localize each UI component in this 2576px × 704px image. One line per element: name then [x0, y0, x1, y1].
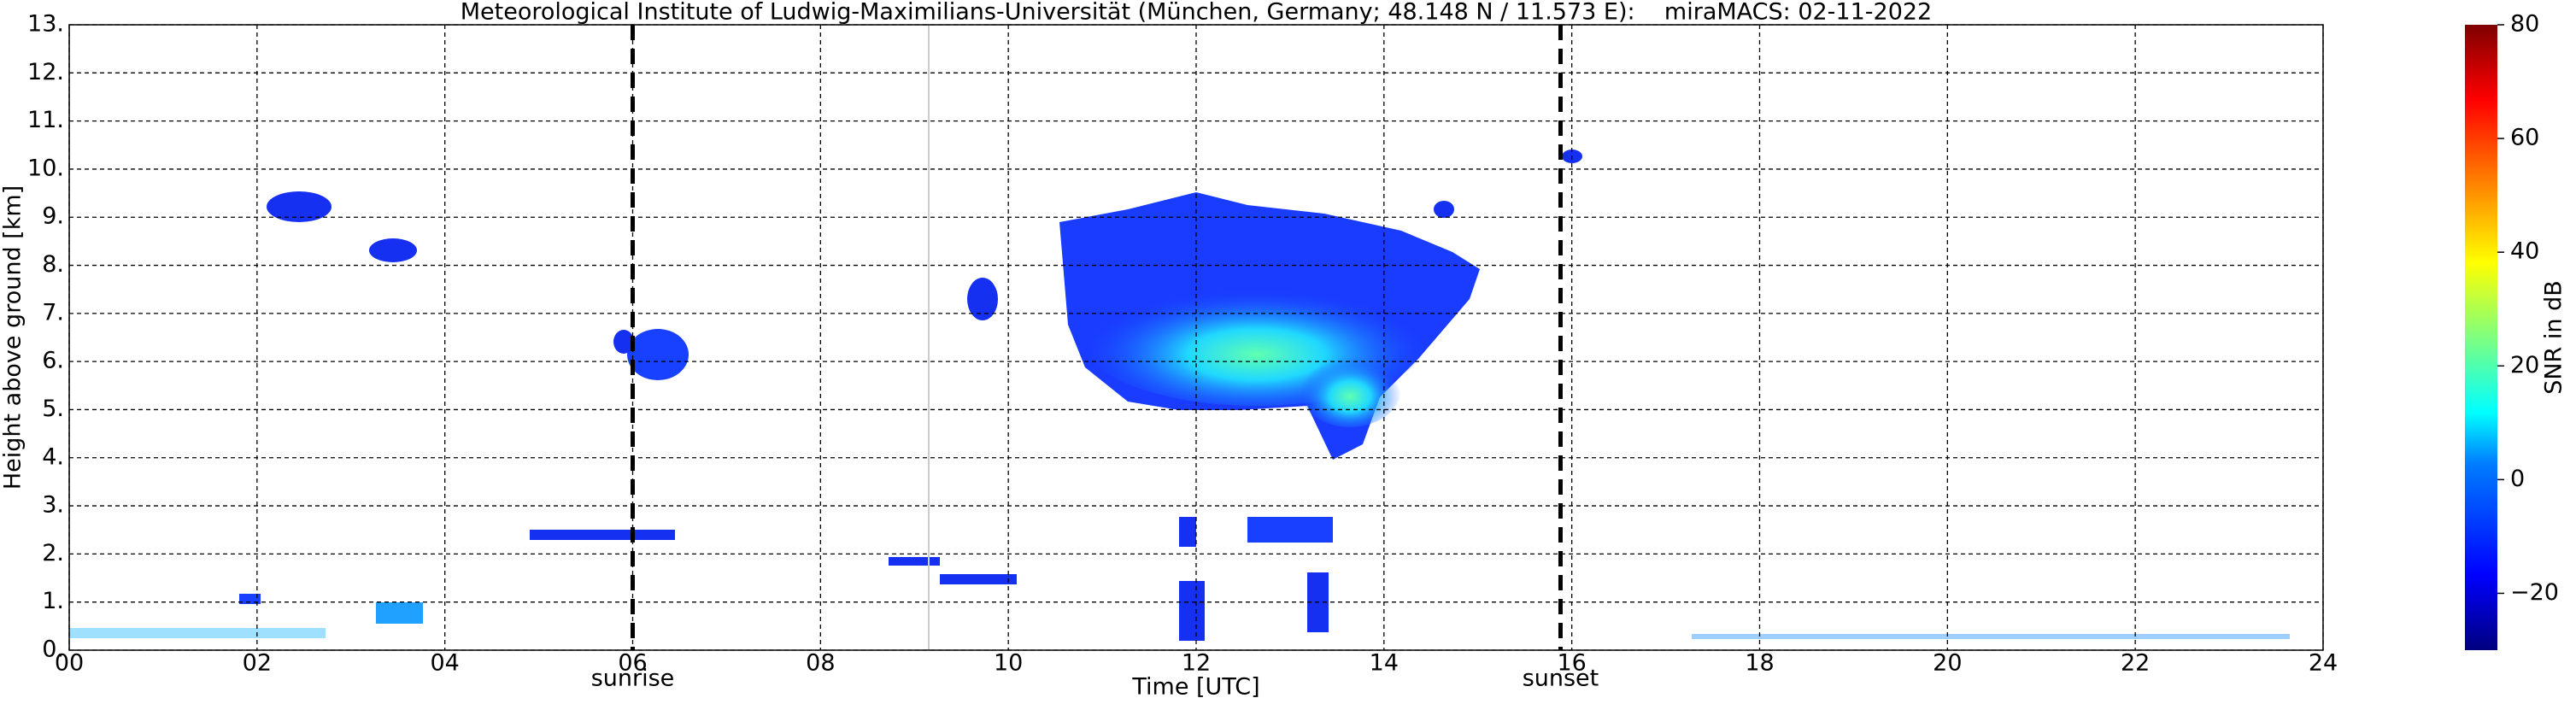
echo: [889, 557, 940, 566]
y-tick-label: 5.: [42, 396, 64, 422]
echo: [267, 191, 332, 222]
x-tick-label: 04: [430, 650, 459, 677]
x-tick-label: 10: [994, 650, 1023, 677]
echo: [967, 278, 998, 320]
x-axis-label: Time [UTC]: [1131, 674, 1259, 701]
colorbar-label: SNR in dB: [2541, 280, 2567, 395]
x-tick-label: 24: [2309, 650, 2338, 677]
y-tick-label: 4.: [42, 443, 64, 470]
colorbar-tick-label: 0: [2510, 466, 2525, 492]
y-tick-label: 13.: [27, 11, 64, 38]
colorbar-tick-label: 40: [2510, 238, 2539, 265]
echo: [1179, 581, 1205, 641]
echo: [530, 530, 675, 540]
x-tick-label: 14: [1370, 650, 1399, 677]
echo: [369, 238, 417, 262]
y-tick-label: 12.: [27, 59, 64, 85]
echo: [1179, 517, 1196, 547]
x-tick-label: 12: [1182, 650, 1211, 677]
colorbar-tick-label: −20: [2510, 579, 2559, 606]
colorbar-tick-label: 60: [2510, 125, 2539, 151]
colorbar-tick-label: 20: [2510, 352, 2539, 378]
y-axis-label: Height above ground [km]: [0, 185, 26, 490]
y-tick-label: 10.: [27, 155, 64, 181]
x-tick-label: 18: [1745, 650, 1774, 677]
echo: [1692, 634, 2290, 639]
annotation-label: sunset: [1523, 666, 1599, 692]
echo: [1299, 350, 1401, 427]
echo: [1434, 201, 1454, 218]
y-tick-label: 0.: [42, 637, 64, 663]
y-tick-label: 8.: [42, 251, 64, 278]
colorbar-tick-label: 80: [2510, 11, 2539, 38]
echoes: [69, 150, 2290, 641]
x-tick-label: 00: [55, 650, 84, 677]
y-tick-label: 1.: [42, 588, 64, 614]
chart-title: Meteorological Institute of Ludwig-Maxim…: [461, 0, 1933, 26]
echo: [627, 329, 689, 380]
x-tick-label: 08: [806, 650, 835, 677]
echo: [69, 628, 326, 638]
y-tick-label: 11.: [27, 107, 64, 133]
y-tick-label: 3.: [42, 492, 64, 519]
echo: [940, 574, 1017, 584]
x-tick-label: 06: [618, 650, 647, 677]
echo: [613, 330, 634, 354]
y-tick-label: 9.: [42, 203, 64, 230]
x-tick-label: 20: [1933, 650, 1962, 677]
x-tick-label: 22: [2121, 650, 2150, 677]
echo: [239, 594, 261, 604]
x-tick-label: 02: [243, 650, 272, 677]
annotation-label: sunrise: [591, 666, 675, 692]
echo: [1247, 517, 1333, 543]
colorbar: [2465, 25, 2497, 650]
y-tick-label: 6.: [42, 348, 64, 374]
y-tick-label: 7.: [42, 299, 64, 326]
y-tick-label: 2.: [42, 540, 64, 566]
x-tick-label: 16: [1557, 650, 1586, 677]
echo: [376, 602, 423, 624]
